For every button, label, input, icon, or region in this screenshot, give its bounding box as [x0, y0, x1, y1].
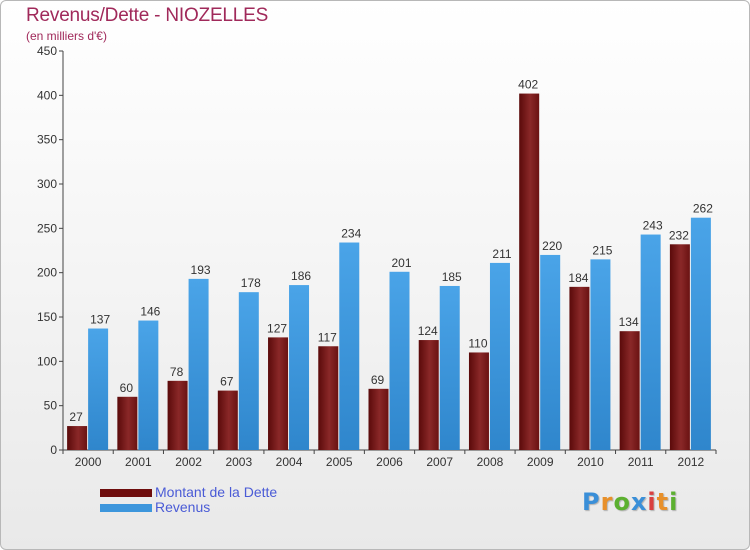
- bar-revenue: [339, 242, 360, 450]
- y-tick-label: 300: [37, 177, 57, 191]
- y-tick-label: 400: [37, 88, 57, 102]
- proxiti-logo: Proxiti: [582, 488, 678, 516]
- x-tick-label: 2009: [527, 455, 554, 469]
- data-label-debt: 67: [220, 375, 234, 389]
- bar-revenue: [439, 285, 460, 450]
- x-tick-label: 2004: [276, 455, 303, 469]
- bar-revenue: [238, 292, 259, 450]
- x-tick-label: 2006: [376, 455, 403, 469]
- data-label-revenue: 201: [391, 256, 411, 270]
- data-label-revenue: 220: [542, 239, 562, 253]
- bar-debt: [167, 380, 188, 450]
- bars: [67, 93, 711, 450]
- logo-letter: P: [582, 488, 601, 516]
- legend-label-debt: Montant de la Dette: [155, 484, 278, 500]
- y-tick-label: 50: [44, 399, 58, 413]
- bar-debt: [468, 352, 489, 450]
- bar-revenue: [88, 328, 109, 450]
- bar-revenue: [590, 259, 611, 450]
- data-label-debt: 69: [371, 373, 385, 387]
- bar-debt: [619, 331, 640, 450]
- data-label-revenue: 178: [241, 276, 261, 290]
- y-tick-label: 250: [37, 221, 57, 235]
- data-label-revenue: 193: [191, 263, 211, 277]
- bar-debt: [117, 396, 138, 450]
- legend-swatch-debt: [100, 489, 152, 497]
- x-tick-label: 2007: [426, 455, 453, 469]
- x-tick-label: 2003: [225, 455, 252, 469]
- bar-debt: [318, 346, 339, 450]
- legend-label-revenue: Revenus: [155, 499, 211, 515]
- bar-revenue: [138, 320, 159, 450]
- data-label-revenue: 186: [291, 269, 311, 283]
- bar-revenue: [690, 217, 711, 450]
- data-label-revenue: 137: [90, 313, 110, 327]
- y-tick-label: 450: [37, 44, 57, 58]
- data-label-debt: 124: [418, 324, 438, 338]
- bar-debt: [519, 93, 540, 450]
- data-label-debt: 110: [468, 336, 487, 350]
- bar-revenue: [188, 278, 209, 450]
- chart-subtitle: (en milliers d'€): [26, 29, 107, 43]
- data-label-debt: 127: [267, 321, 287, 335]
- bar-revenue: [540, 254, 561, 450]
- data-label-debt: 402: [518, 78, 538, 92]
- bar-debt: [368, 388, 389, 450]
- data-label-debt: 134: [619, 315, 639, 329]
- bar-debt: [418, 340, 439, 450]
- data-label-revenue: 243: [643, 219, 663, 233]
- bar-debt: [217, 390, 238, 450]
- logo-letter: t: [656, 488, 670, 516]
- data-label-revenue: 215: [592, 243, 612, 257]
- bar-debt: [669, 244, 690, 450]
- x-tick-label: 2005: [326, 455, 353, 469]
- data-label-debt: 78: [170, 365, 184, 379]
- bar-debt: [569, 286, 590, 450]
- data-label-debt: 184: [568, 271, 588, 285]
- logo-letter: r: [600, 488, 614, 516]
- x-tick-label: 2001: [125, 455, 152, 469]
- logo-letter: i: [669, 488, 679, 516]
- x-tick-label: 2010: [577, 455, 604, 469]
- data-label-revenue: 211: [492, 247, 511, 261]
- x-tick-label: 2011: [628, 455, 654, 469]
- bar-revenue: [640, 234, 661, 450]
- bar-debt: [67, 426, 88, 450]
- data-label-revenue: 146: [140, 305, 160, 319]
- data-label-revenue: 262: [693, 202, 713, 216]
- legend-swatch-revenue: [100, 504, 152, 512]
- bar-revenue: [389, 271, 410, 450]
- x-tick-label: 2008: [477, 455, 504, 469]
- data-label-debt: 27: [69, 410, 83, 424]
- data-label-revenue: 185: [442, 270, 462, 284]
- axes: 0 50 100 150 200 250 300 350 400 450 2000 2001 2002 2…: [37, 44, 717, 469]
- logo-letter: o: [613, 488, 631, 516]
- bar-revenue: [489, 262, 510, 450]
- logo-letter: x: [630, 488, 648, 516]
- y-tick-label: 350: [37, 133, 57, 147]
- bar-revenue: [289, 285, 310, 450]
- y-tick-label: 0: [50, 443, 57, 457]
- logo-letter: i: [647, 488, 657, 516]
- chart-title: Revenus/Dette - NIOZELLES: [26, 5, 269, 26]
- data-label-debt: 60: [120, 381, 134, 395]
- bar-debt: [268, 337, 289, 450]
- x-tick-label: 2012: [678, 455, 705, 469]
- x-tick-label: 2000: [75, 455, 102, 469]
- y-tick-label: 200: [37, 266, 57, 280]
- x-tick-label: 2002: [175, 455, 202, 469]
- data-label-debt: 117: [318, 330, 337, 344]
- value-labels: 27 137 60 146 78 193 67 178 127 186 117 234 69 201 124…: [69, 78, 713, 425]
- data-label-revenue: 234: [341, 227, 361, 241]
- y-tick-label: 100: [37, 354, 57, 368]
- data-label-debt: 232: [669, 228, 689, 242]
- y-tick-label: 150: [37, 310, 57, 324]
